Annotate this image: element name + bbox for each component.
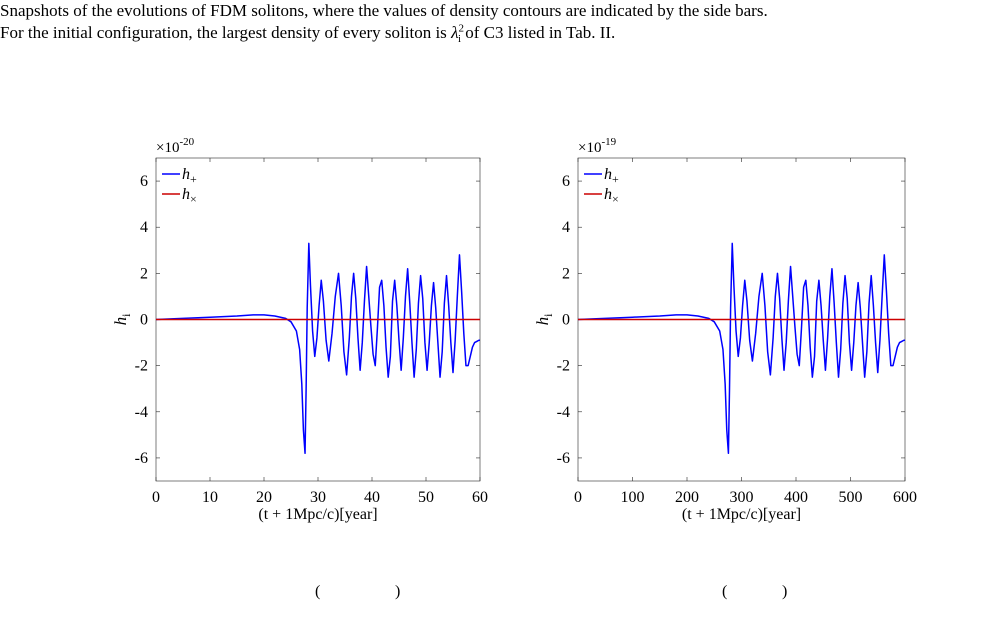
series-line-h-plus xyxy=(155,242,480,455)
x-tick-label: 600 xyxy=(893,489,917,506)
legend-label: h+ xyxy=(604,166,619,186)
x-tick-label: 10 xyxy=(202,489,218,506)
y-axis-label: hi xyxy=(533,313,555,326)
legend-label: h× xyxy=(182,186,197,206)
subcaption-a-close: ) xyxy=(395,583,401,600)
y-axis-label: hi xyxy=(111,313,133,326)
caption-line-2: For the initial configuration, the large… xyxy=(0,22,990,46)
y-tick-label: 2 xyxy=(140,265,148,282)
x-tick-label: 30 xyxy=(310,489,326,506)
y-tick-label: 4 xyxy=(562,219,570,236)
series-line-h-plus xyxy=(577,242,905,455)
y-tick-label: -4 xyxy=(135,404,148,421)
x-axis-label: (t + 1Mpc/c)[year] xyxy=(682,506,801,523)
y-tick-label: -4 xyxy=(557,404,570,421)
caption-line-1: Snapshots of the evolutions of FDM solit… xyxy=(0,1,768,20)
y-tick-label: -6 xyxy=(135,450,148,467)
y-tick-label: 6 xyxy=(562,173,570,190)
caption-line-2-end: of C3 listed in Tab. II. xyxy=(461,23,616,42)
caption-lambda-symbol: λ xyxy=(451,23,459,42)
figure-caption: Snapshots of the evolutions of FDM solit… xyxy=(0,0,990,46)
caption-line-2-start: For the initial configuration, the large… xyxy=(0,23,452,42)
x-tick-label: 60 xyxy=(472,489,488,506)
x-tick-label: 100 xyxy=(621,489,645,506)
x-tick-label: 0 xyxy=(152,489,160,506)
subcaption-b-close: ) xyxy=(782,583,788,600)
axis-multiplier: ×10-19 xyxy=(578,136,617,156)
axis-multiplier: ×10-20 xyxy=(156,136,195,156)
x-tick-label: 50 xyxy=(418,489,434,506)
subcaption-a-open: ( xyxy=(315,583,321,600)
y-tick-label: 6 xyxy=(140,173,148,190)
x-tick-label: 40 xyxy=(364,489,380,506)
legend-label: h+ xyxy=(182,166,197,186)
y-tick-label: 2 xyxy=(562,265,570,282)
x-tick-label: 500 xyxy=(839,489,863,506)
y-tick-label: 0 xyxy=(562,312,570,329)
x-tick-label: 0 xyxy=(574,489,582,506)
x-tick-label: 400 xyxy=(784,489,808,506)
x-tick-label: 300 xyxy=(730,489,754,506)
chart-panel-2: 0 100 200 300 400 500 600 -6 -4 -2 0 2 4 6 ×10-19 (t + … xyxy=(533,136,917,523)
chart-panel-1: 0 10 20 30 40 50 60 -6 -4 -2 0 2 4 6 ×10-20 (t + 1Mpc/c… xyxy=(111,136,488,523)
y-tick-label: -2 xyxy=(557,358,570,375)
subcaption-b-open: ( xyxy=(722,583,728,600)
y-tick-label: -6 xyxy=(557,450,570,467)
x-tick-label: 200 xyxy=(675,489,699,506)
caption-lambda-subscript: i xyxy=(457,33,461,46)
y-tick-label: -2 xyxy=(135,358,148,375)
caption-lambda-superscript: 2 xyxy=(458,22,464,35)
legend-label: h× xyxy=(604,186,619,206)
y-tick-label: 0 xyxy=(140,312,148,329)
x-tick-label: 20 xyxy=(256,489,272,506)
y-tick-label: 4 xyxy=(140,219,148,236)
x-axis-label: (t + 1Mpc/c)[year] xyxy=(258,506,377,523)
